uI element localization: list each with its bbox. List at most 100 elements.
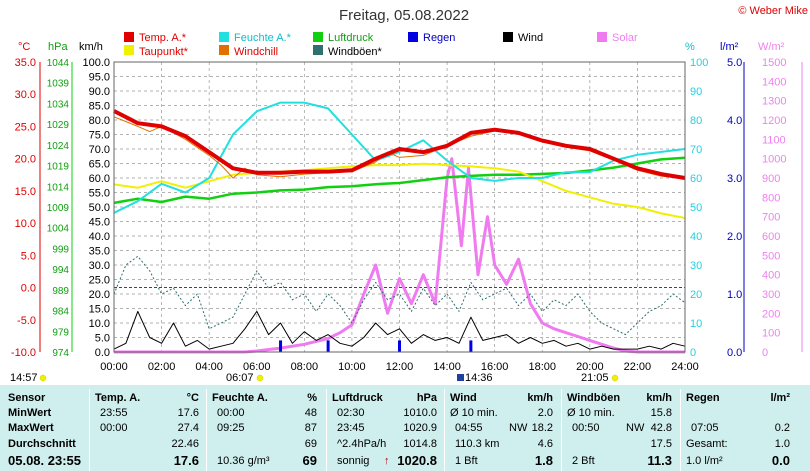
rain-bar	[469, 340, 473, 352]
hum-header: Feuchte A.	[212, 392, 268, 404]
min-label: MinWert	[8, 407, 52, 419]
temp-tick-label: 30.0	[15, 89, 36, 101]
solar-tick-label: 700	[762, 212, 780, 224]
temp-tick-label: 5.0	[21, 250, 36, 262]
stats-header-row: Sensor Temp. A. °C Feuchte A. % Luftdruc…	[0, 391, 810, 405]
solar-tick-label: 1100	[762, 134, 786, 146]
wind-bft: 1 Bft	[455, 455, 478, 467]
series-feuchte-a-line	[113, 101, 686, 214]
solar-tick-label: 600	[762, 231, 780, 243]
current-press-value: 1020.8	[397, 453, 437, 468]
hpa-tick-label: 1009	[47, 203, 70, 214]
max-rain-time: 07:05	[691, 422, 719, 434]
kmh-tick-label: 15.0	[89, 304, 110, 316]
temp-tick-label: 25.0	[15, 121, 36, 133]
rain-today: 1.0 l/m²	[686, 455, 723, 467]
sunset-icon	[611, 374, 619, 382]
statistics-table: Sensor Temp. A. °C Feuchte A. % Luftdruc…	[0, 385, 810, 471]
legend-item-windchill: Windchill	[219, 45, 278, 58]
max-gust-value: 42.8	[650, 422, 672, 434]
kmh-tick-label: 40.0	[89, 231, 110, 243]
x-tick-label: 14:00	[433, 361, 461, 373]
rain-total-value: 1.0	[774, 438, 790, 450]
rain-tick-label: 2.0	[727, 231, 742, 243]
rain-unit-label: l/m²	[720, 41, 739, 53]
solar-tick-label: 900	[762, 173, 780, 185]
temp-header: Temp. A.	[95, 392, 141, 404]
min-gust-value: 15.8	[650, 407, 672, 419]
kmh-tick-label: 30.0	[89, 260, 110, 272]
hpa-tick-label: 974	[52, 348, 69, 359]
rain-tick-label: 3.0	[727, 173, 742, 185]
rain-tick-label: 4.0	[727, 115, 742, 127]
kmh-tick-label: 45.0	[89, 217, 110, 229]
x-tick-label: 08:00	[291, 361, 319, 373]
solar-tick-label: 500	[762, 250, 780, 262]
wind-distance: 110.3 km	[455, 438, 500, 450]
temp-unit-label: °C	[18, 41, 30, 53]
x-tick-label: 00:00	[100, 361, 128, 373]
current-rain-value: 0.0	[771, 453, 790, 468]
kmh-tick-label: 75.0	[89, 130, 110, 142]
rain-total-label: Gesamt:	[686, 438, 728, 450]
kmh-tick-label: 20.0	[89, 289, 110, 301]
svg-text:Solar: Solar	[612, 32, 638, 44]
x-tick-label: 20:00	[576, 361, 604, 373]
kmh-tick-label: 50.0	[89, 202, 110, 214]
sunset-label: 21:05	[581, 372, 609, 384]
kmh-tick-label: 90.0	[89, 86, 110, 98]
avg-hum-value: 69	[304, 438, 317, 450]
hpa-tick-label: 979	[52, 327, 69, 338]
chart-title: Freitag, 05.08.2022	[339, 7, 469, 24]
pct-tick-label: 20	[690, 289, 702, 301]
rain-tick-label: 1.0	[727, 289, 742, 301]
chart-grid	[114, 62, 685, 352]
max-wind-value: 18.2	[531, 422, 553, 434]
x-tick-label: 12:00	[386, 361, 414, 373]
x-tick-label: 06:00	[243, 361, 271, 373]
svg-text:Taupunkt*: Taupunkt*	[139, 46, 189, 58]
min-temp-time: 23:55	[100, 407, 128, 419]
current-gust-value: 11.3	[647, 453, 672, 468]
series-temp-a-line	[113, 109, 686, 180]
temp-tick-label: 15.0	[15, 186, 36, 198]
pct-tick-label: 10	[690, 318, 702, 330]
left-time-label: 14:57	[10, 372, 38, 384]
kmh-tick-label: 10.0	[89, 318, 110, 330]
legend-item-wind: Wind	[503, 32, 543, 44]
weather-chart: Freitag, 05.08.2022 © Weber Mike Temp. A…	[10, 5, 808, 384]
sun-icon	[39, 374, 47, 382]
pct-tick-label: 0	[690, 347, 696, 359]
forecast-text: sonnig	[337, 455, 370, 467]
kmh-tick-label: 85.0	[89, 101, 110, 113]
solar-noon-label: 14:36	[465, 372, 493, 384]
chart-series	[113, 101, 686, 354]
current-hum-value: 69	[302, 453, 317, 468]
x-tick-label: 16:00	[481, 361, 509, 373]
max-temp-value: 27.4	[177, 422, 199, 434]
hpa-tick-label: 989	[52, 286, 69, 297]
kmh-tick-label: 0.0	[95, 347, 110, 359]
temp-unit: °C	[186, 392, 199, 404]
min-hum-time: 00:00	[217, 407, 245, 419]
sunrise-label: 06:07	[226, 372, 254, 384]
credit-text: © Weber Mike	[738, 5, 808, 17]
press-unit: hPa	[416, 392, 437, 404]
avg-wind-value: 4.6	[537, 438, 553, 450]
press-header: Luftdruck	[332, 392, 383, 404]
current-temp-value: 17.6	[173, 453, 199, 468]
temp-tick-label: 35.0	[15, 57, 36, 69]
pct-tick-label: 90	[690, 86, 702, 98]
series-wind-line	[113, 310, 686, 350]
kmh-tick-label: 5.0	[95, 333, 110, 345]
pct-unit-label: %	[685, 41, 695, 53]
gust-unit: km/h	[646, 392, 672, 404]
legend-item-pressure: Luftdruck	[313, 32, 374, 44]
hpa-tick-label: 999	[52, 244, 69, 255]
abs-humidity: 10.36 g/m³	[217, 455, 270, 467]
min-gust-label: Ø 10 min.	[567, 407, 615, 419]
hpa-tick-label: 1034	[47, 99, 70, 110]
svg-text:Wind: Wind	[518, 32, 543, 44]
press-trend: ^2.4hPa/h	[337, 438, 387, 450]
temp-tick-label: 10.0	[15, 218, 36, 230]
